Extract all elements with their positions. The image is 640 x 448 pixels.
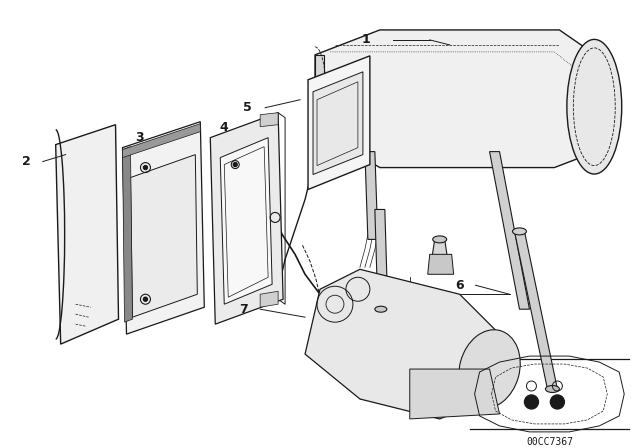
Ellipse shape — [375, 306, 387, 312]
Polygon shape — [211, 113, 283, 324]
Text: 6: 6 — [455, 279, 463, 292]
Polygon shape — [432, 239, 447, 259]
Text: 4: 4 — [220, 121, 228, 134]
Circle shape — [143, 297, 147, 301]
Polygon shape — [313, 72, 363, 175]
Polygon shape — [131, 155, 197, 317]
Circle shape — [524, 395, 538, 409]
Text: 2: 2 — [22, 155, 31, 168]
Polygon shape — [315, 55, 324, 129]
Polygon shape — [515, 232, 557, 389]
Circle shape — [233, 163, 237, 167]
Circle shape — [143, 166, 147, 169]
Polygon shape — [490, 151, 529, 309]
Polygon shape — [428, 254, 454, 274]
Polygon shape — [410, 369, 500, 419]
Polygon shape — [122, 124, 200, 158]
Polygon shape — [375, 210, 388, 309]
Text: 1: 1 — [361, 34, 370, 47]
Ellipse shape — [459, 330, 520, 409]
Text: 00CC7367: 00CC7367 — [526, 437, 573, 447]
Ellipse shape — [513, 228, 527, 235]
Polygon shape — [220, 138, 272, 304]
Polygon shape — [305, 269, 509, 419]
Circle shape — [550, 395, 564, 409]
Polygon shape — [365, 151, 378, 239]
Ellipse shape — [433, 236, 447, 243]
Text: 5: 5 — [243, 101, 252, 114]
Polygon shape — [308, 56, 370, 190]
Polygon shape — [260, 113, 278, 127]
Ellipse shape — [545, 386, 559, 392]
Polygon shape — [122, 122, 204, 334]
Polygon shape — [260, 291, 278, 307]
Ellipse shape — [567, 39, 621, 174]
Text: 3: 3 — [135, 131, 143, 144]
Polygon shape — [122, 146, 132, 322]
Polygon shape — [56, 125, 118, 344]
Polygon shape — [315, 30, 614, 168]
Text: 7: 7 — [239, 303, 248, 316]
